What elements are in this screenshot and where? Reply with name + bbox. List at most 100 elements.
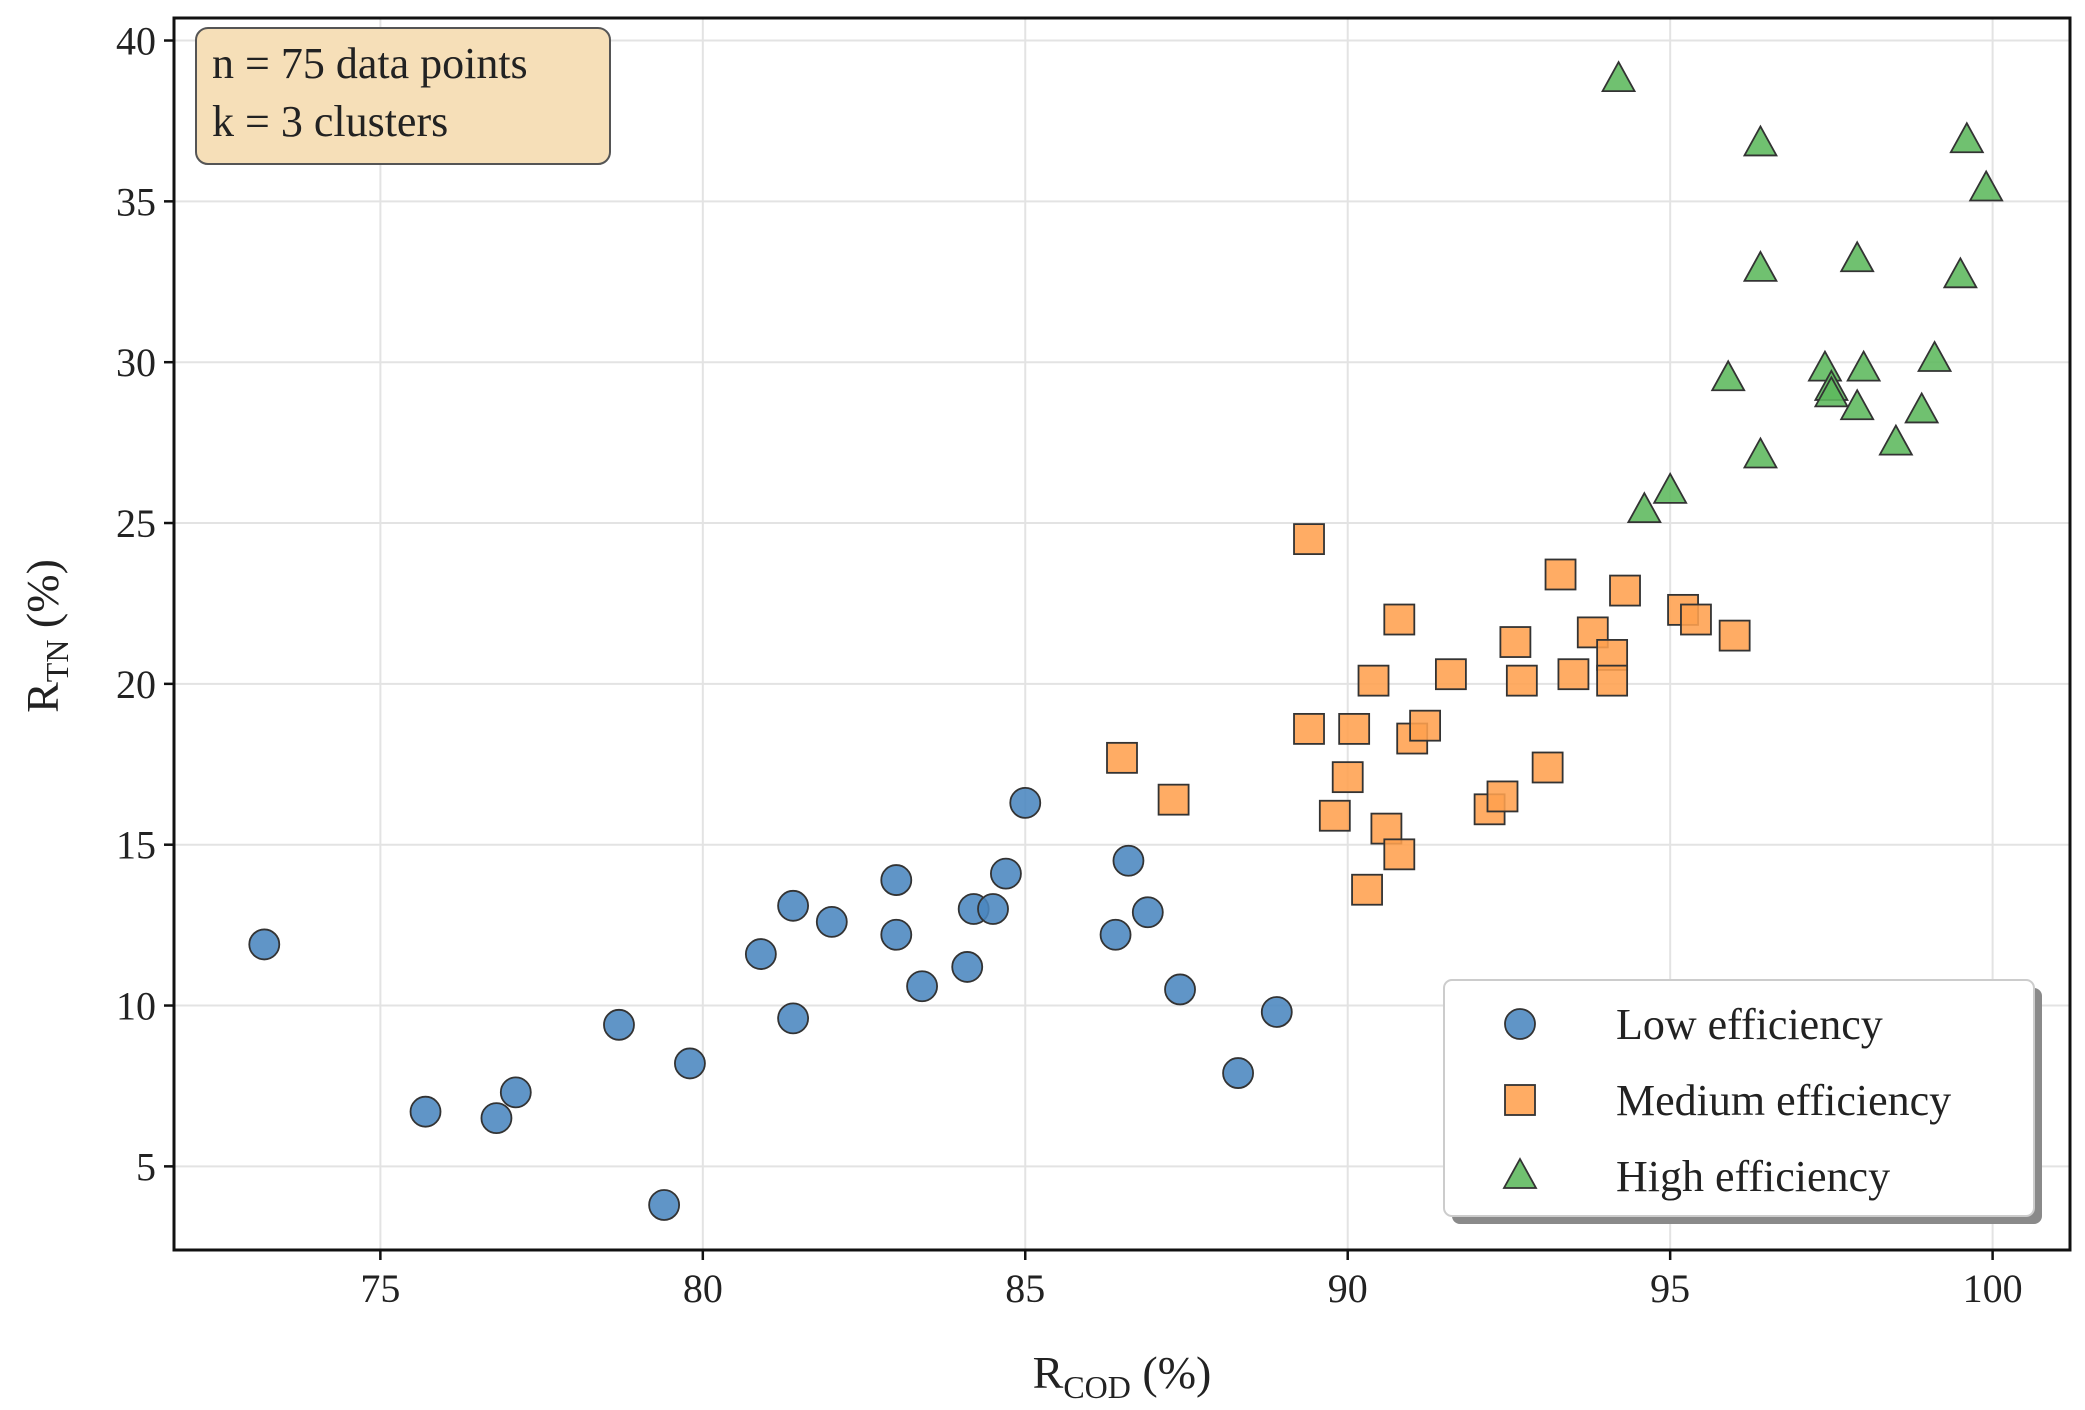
data-point-triangle — [1904, 391, 1940, 424]
y-tick-label: 40 — [116, 19, 156, 64]
data-point-triangle — [1652, 471, 1688, 504]
data-point-circle — [815, 905, 848, 938]
data-point-triangle — [1846, 349, 1882, 382]
x-tick-label: 80 — [683, 1266, 723, 1311]
data-point-triangle — [1813, 375, 1849, 408]
data-point-triangle — [1949, 121, 1985, 154]
data-point-circle — [1260, 996, 1293, 1028]
legend-marker-square — [1504, 1084, 1536, 1116]
data-point-triangle — [1968, 169, 2004, 202]
data-point-circle — [990, 857, 1022, 890]
data-point-triangle — [1742, 436, 1778, 469]
data-point-triangle — [1742, 124, 1778, 157]
data-point-triangle — [1742, 250, 1778, 282]
legend-frame — [1443, 979, 2035, 1217]
legend-label: Low efficiency — [1616, 1000, 1883, 1049]
data-point-square — [1576, 616, 1609, 649]
data-point-circle — [1009, 786, 1042, 819]
data-point-square — [1106, 741, 1138, 774]
data-point-square — [1293, 523, 1325, 556]
annotation-line-1: n = 75 data points — [212, 39, 528, 88]
data-point-square — [1596, 664, 1629, 697]
data-point-square — [1434, 658, 1467, 691]
data-point-circle — [480, 1102, 513, 1135]
series-triangle — [1601, 60, 2004, 524]
data-point-triangle — [1942, 256, 1978, 289]
grid — [174, 18, 2070, 1250]
data-point-circle — [674, 1047, 706, 1080]
data-point-square — [1383, 838, 1416, 871]
annotation-line-2: k = 3 clusters — [212, 97, 448, 146]
legend-marker-triangle — [1502, 1157, 1538, 1189]
legend-label: High efficiency — [1616, 1152, 1890, 1201]
data-points — [248, 60, 2004, 1221]
data-point-triangle — [1626, 491, 1662, 524]
data-point-triangle — [1807, 349, 1843, 382]
x-tick-label: 95 — [1650, 1266, 1690, 1311]
x-tick-label: 75 — [360, 1266, 400, 1311]
y-tick-label: 10 — [116, 984, 156, 1029]
x-tick-label: 90 — [1328, 1266, 1368, 1311]
data-point-circle — [951, 951, 984, 983]
data-point-square — [1486, 780, 1519, 813]
data-point-triangle — [1839, 240, 1875, 273]
data-point-square — [1505, 664, 1538, 697]
legend-item: Medium efficiency — [1504, 1076, 1951, 1125]
data-point-circle — [1164, 973, 1196, 1006]
annotation-background — [195, 27, 611, 165]
data-point-circle — [777, 1002, 810, 1035]
series-circle — [248, 786, 1293, 1221]
data-point-circle — [409, 1095, 442, 1128]
data-point-circle — [880, 864, 913, 896]
data-point-square — [1409, 709, 1442, 742]
data-point-circle — [777, 889, 810, 922]
data-point-triangle — [1878, 423, 1914, 456]
data-point-square — [1318, 799, 1351, 832]
data-point-square — [1157, 783, 1190, 816]
data-point-square — [1680, 603, 1712, 636]
data-point-square — [1557, 658, 1590, 691]
y-tick-label: 30 — [116, 340, 156, 385]
data-point-square — [1718, 619, 1751, 652]
data-point-circle — [1112, 844, 1145, 877]
legend-marker-circle — [1504, 1008, 1536, 1040]
data-point-square — [1544, 558, 1577, 591]
data-point-circle — [744, 938, 777, 970]
y-tick-label: 25 — [116, 501, 156, 546]
data-point-square — [1499, 626, 1532, 658]
data-point-triangle — [1917, 340, 1953, 372]
data-point-triangle — [1601, 60, 1637, 93]
data-point-square — [1293, 712, 1325, 745]
axis-ticks: 75 80 85 90 95 100 5 10 15 20 25 30 35 40 — [116, 19, 2023, 1311]
x-tick-label: 85 — [1005, 1266, 1045, 1311]
data-point-circle — [1131, 896, 1164, 929]
data-point-circle — [499, 1076, 532, 1109]
y-tick-label: 5 — [136, 1144, 156, 1189]
data-point-circle — [977, 893, 1009, 925]
legend-item: Low efficiency — [1504, 1000, 1883, 1049]
data-point-square — [1338, 712, 1371, 745]
plot-frame — [172, 16, 2072, 1252]
x-tick-label: 100 — [1963, 1266, 2023, 1311]
data-point-circle — [1099, 918, 1132, 951]
data-point-circle — [648, 1189, 681, 1221]
y-tick-label: 35 — [116, 179, 156, 224]
data-point-circle — [1222, 1057, 1254, 1089]
data-point-square — [1351, 873, 1383, 906]
y-tick-label: 15 — [116, 823, 156, 868]
data-point-square — [1331, 761, 1364, 794]
x-axis-title: RCOD (%) — [1033, 1347, 1212, 1405]
legend-label: Medium efficiency — [1616, 1076, 1951, 1125]
data-point-square — [1531, 751, 1564, 784]
data-point-circle — [248, 928, 281, 961]
data-point-circle — [603, 1008, 635, 1041]
data-point-circle — [880, 918, 913, 951]
y-tick-label: 20 — [116, 662, 156, 707]
data-point-triangle — [1710, 359, 1746, 392]
data-point-circle — [906, 970, 938, 1003]
data-point-square — [1609, 574, 1641, 607]
annotation-box: n = 75 data points k = 3 clusters — [195, 27, 611, 165]
y-axis-title: RTN (%) — [17, 559, 75, 713]
